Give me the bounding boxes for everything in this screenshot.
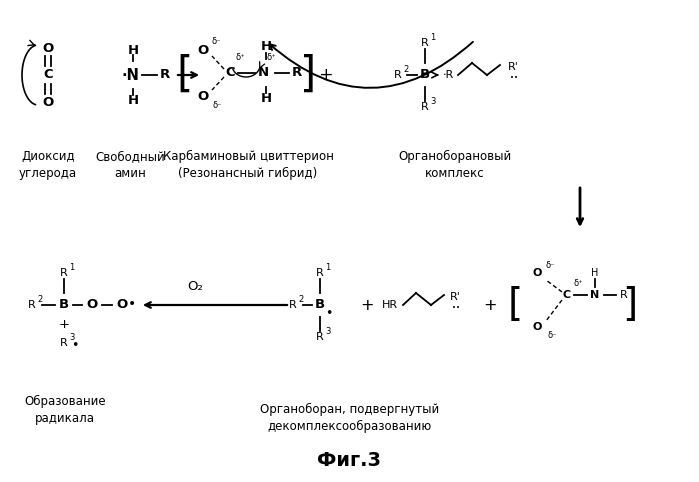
Text: O: O [116,298,128,311]
Text: Диоксид
углерода: Диоксид углерода [19,150,77,180]
Text: δ⁻: δ⁻ [545,260,555,269]
Text: ••: •• [510,75,518,81]
Text: 2: 2 [37,295,43,305]
Text: δ⁺: δ⁺ [235,54,245,63]
Text: ⋅R: ⋅R [442,70,454,80]
Text: N: N [257,67,268,80]
Text: O: O [533,322,542,332]
Text: R: R [394,70,402,80]
Text: HR: HR [382,300,398,310]
Text: C: C [225,67,235,80]
Text: ⋅N: ⋅N [121,67,139,82]
Text: 1: 1 [431,34,435,42]
Text: Свободный
амин: Свободный амин [95,150,165,180]
Text: +: + [317,66,332,84]
Text: δ⁻: δ⁻ [547,331,556,339]
Text: O: O [43,95,54,108]
Text: H: H [127,43,138,56]
Text: R': R' [507,62,519,72]
Text: ]: ] [300,54,316,96]
Text: δ⁺: δ⁺ [573,279,583,287]
Text: B: B [59,298,69,311]
Text: R: R [60,268,68,278]
Text: O: O [197,90,208,103]
Text: Образование
радикала: Образование радикала [24,395,106,425]
Text: C: C [43,68,53,81]
Text: H: H [261,93,272,106]
Text: H: H [127,94,138,107]
Text: 2: 2 [298,295,303,305]
Text: R: R [316,268,324,278]
Text: 1: 1 [325,264,331,272]
Text: R': R' [449,292,461,302]
Text: R: R [60,338,68,348]
Text: O: O [43,41,54,54]
Text: B: B [315,298,325,311]
Text: R: R [289,300,297,310]
Text: Фиг.3: Фиг.3 [317,451,381,469]
Text: 3: 3 [431,97,435,107]
Text: δ⁻: δ⁻ [211,37,221,45]
Text: ••: •• [452,305,460,311]
Text: O: O [533,268,542,278]
Text: +: + [59,319,69,332]
Text: N: N [591,290,600,300]
Text: δ⁻: δ⁻ [212,101,222,109]
Text: C: C [563,290,571,300]
Text: 2: 2 [403,66,409,75]
Text: B: B [420,68,430,81]
Text: +: + [483,297,497,312]
Text: O₂: O₂ [187,281,203,294]
Text: R: R [421,102,429,112]
Text: R: R [421,38,429,48]
Text: R: R [160,68,170,81]
Text: R: R [292,67,302,80]
Text: [: [ [177,54,193,96]
Text: Карбаминовый цвиттерион
(Резонансный гибрид): Карбаминовый цвиттерион (Резонансный гиб… [163,150,333,180]
Text: R: R [620,290,628,300]
Text: H: H [591,268,598,278]
Text: 3: 3 [325,327,331,336]
Text: 1: 1 [69,264,75,272]
Text: O: O [87,298,98,311]
Text: ]: ] [622,286,637,324]
Text: R: R [316,332,324,342]
Text: •: • [71,338,79,351]
Text: O: O [197,43,208,56]
Text: 3: 3 [69,334,75,343]
Text: Органоборановый
комплекс: Органоборановый комплекс [398,150,512,180]
Text: [: [ [507,286,523,324]
Text: •: • [325,307,333,320]
Text: R: R [28,300,36,310]
Text: +: + [360,297,374,312]
Text: Органоборан, подвергнутый
декомплексообразованию: Органоборан, подвергнутый декомплексообр… [260,403,440,433]
Text: •: • [128,297,136,311]
Text: δ⁺: δ⁺ [266,54,276,63]
Text: H: H [261,40,272,54]
